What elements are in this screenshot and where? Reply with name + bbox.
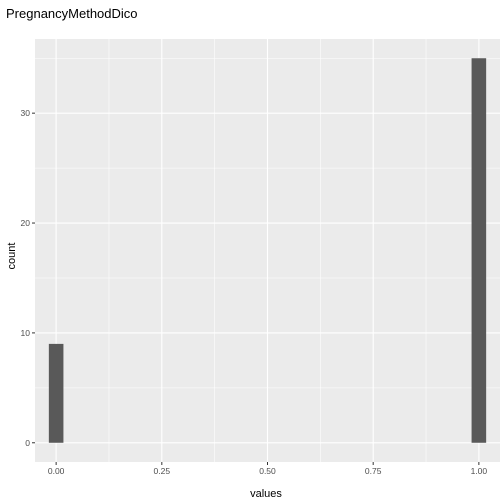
x-tick-label: 0.75 — [365, 466, 382, 476]
x-tick-label: 0.25 — [154, 466, 171, 476]
y-tick-label: 20 — [21, 218, 31, 228]
bar — [471, 58, 487, 443]
x-tick-label: 0.00 — [48, 466, 65, 476]
x-tick-label: 1.00 — [471, 466, 488, 476]
chart-title: PregnancyMethodDico — [6, 6, 138, 21]
y-axis: 0 10 20 30 — [21, 108, 35, 448]
y-axis-title: count — [6, 243, 18, 270]
bar — [48, 343, 64, 443]
major-gridlines — [35, 39, 500, 462]
x-tick-label: 0.50 — [259, 466, 276, 476]
y-tick-label: 0 — [25, 438, 30, 448]
x-axis-title: values — [250, 488, 282, 500]
bars — [48, 58, 487, 443]
x-axis: 0.00 0.25 0.50 0.75 1.00 — [48, 462, 488, 476]
y-tick-label: 30 — [21, 108, 31, 118]
y-tick-label: 10 — [21, 328, 31, 338]
